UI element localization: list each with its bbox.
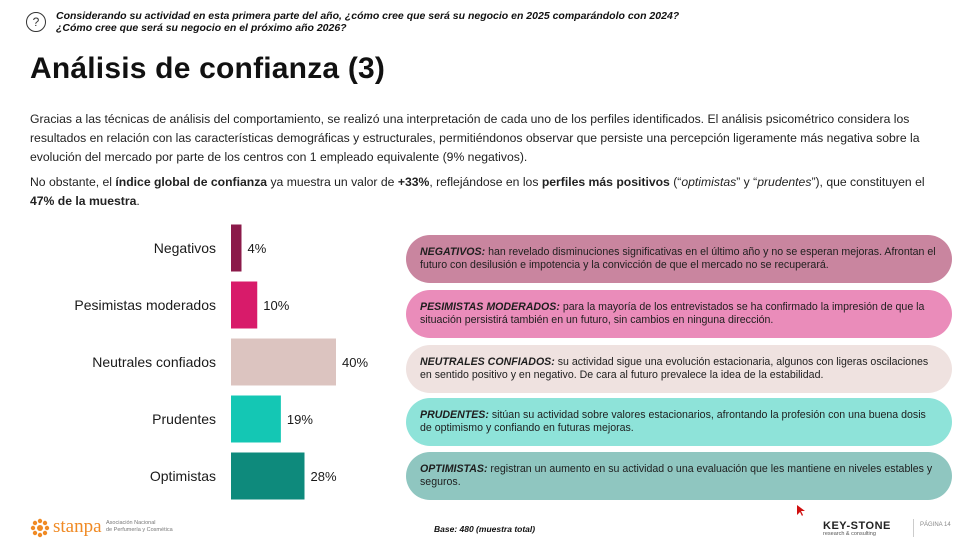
profile-text: sitúan su actividad sobre valores estaci… — [420, 408, 926, 435]
question-line-2: ¿Cómo cree que será su negocio en el pró… — [56, 22, 347, 34]
profile-text: su actividad sigue una evolución estacio… — [420, 355, 929, 382]
page-title: Análisis de confianza (3) — [30, 52, 386, 85]
profile-text: registran un aumento en su actividad o u… — [420, 462, 933, 489]
profile-box: NEGATIVOS: han revelado disminuciones si… — [406, 235, 952, 283]
profile-box: PRUDENTES: sitúan su actividad sobre val… — [406, 398, 952, 446]
profile-name: NEGATIVOS: — [420, 245, 486, 258]
profile-name: PESIMISTAS MODERADOS: — [420, 300, 560, 313]
bar — [231, 452, 305, 500]
question-circle-icon: ? — [26, 12, 46, 32]
sample-base: Base: 480 (muestra total) — [434, 524, 536, 534]
bar — [231, 338, 336, 386]
bar — [231, 224, 242, 272]
data-label: 19% — [287, 412, 313, 427]
question-line-1: Considerando su actividad en esta primer… — [56, 10, 680, 22]
keystone-logo: KEY-STONE — [823, 520, 891, 532]
profile-bar-chart: Negativos 4% Pesimistas moderados 10% Neutra… — [74, 224, 368, 500]
survey-question: Considerando su actividad en esta primer… — [56, 10, 679, 34]
keystone-tagline: research & consulting — [823, 531, 876, 537]
page-number: PÁGINA 14 — [920, 522, 951, 528]
category-label: Pesimistas moderados — [74, 297, 216, 313]
profile-box: NEUTRALES CONFIADOS: su actividad sigue … — [406, 345, 952, 393]
category-label: Prudentes — [152, 411, 216, 427]
sun-flower-icon — [30, 518, 50, 538]
bar — [231, 395, 281, 443]
stanpa-brand: stanpa — [53, 516, 102, 537]
intro-paragraph-1: Gracias a las técnicas de análisis del c… — [30, 112, 920, 164]
data-label: 40% — [342, 355, 368, 370]
profile-name: NEUTRALES CONFIADOS: — [420, 355, 555, 368]
category-label: Negativos — [154, 240, 216, 256]
profile-box: PESIMISTAS MODERADOS: para la mayoría de… — [406, 290, 952, 338]
bar — [231, 281, 258, 329]
data-label: 28% — [311, 469, 337, 484]
footer-divider — [913, 519, 914, 537]
profile-text: para la mayoría de los entrevistados se … — [420, 300, 925, 327]
intro-paragraph-2: No obstante, el índice global de confian… — [30, 175, 925, 208]
data-label: 10% — [263, 298, 289, 313]
category-label: Optimistas — [150, 468, 216, 484]
stanpa-sub-2: de Perfumería y Cosmética — [106, 527, 173, 533]
profile-name: OPTIMISTAS: — [420, 462, 488, 475]
stanpa-sub-1: Asociación Nacional — [106, 520, 156, 526]
cursor-icon — [797, 505, 805, 516]
profile-name: PRUDENTES: — [420, 408, 489, 421]
profile-box: OPTIMISTAS: registran un aumento en su a… — [406, 452, 952, 500]
data-label: 4% — [248, 241, 267, 256]
profile-text: han revelado disminuciones significativa… — [420, 245, 936, 272]
category-label: Neutrales confiados — [92, 354, 216, 370]
